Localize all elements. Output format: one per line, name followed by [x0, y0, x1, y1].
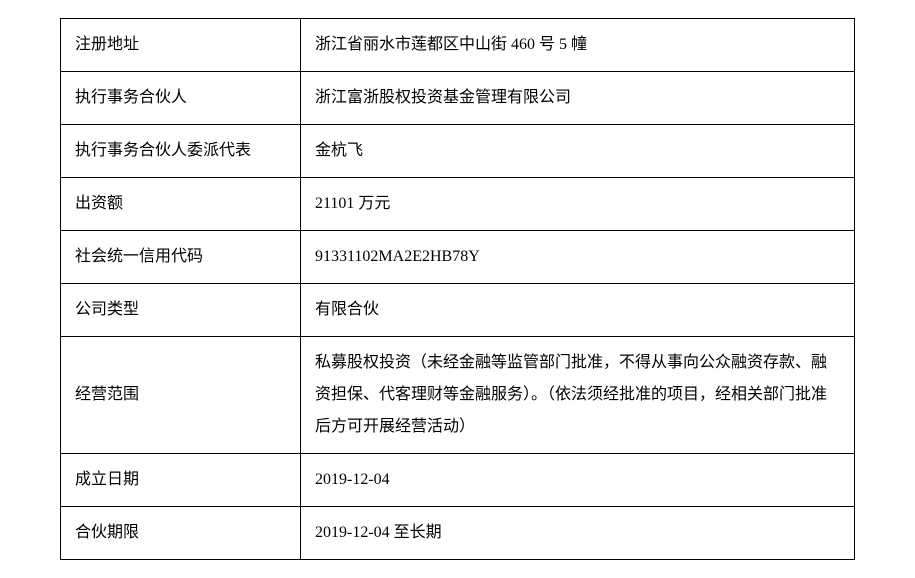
- row-value-establishment-date: 2019-12-04: [301, 454, 855, 507]
- table-row: 合伙期限 2019-12-04 至长期: [61, 507, 855, 560]
- row-label-establishment-date: 成立日期: [61, 454, 301, 507]
- table-row: 经营范围 私募股权投资（未经金融等监管部门批准，不得从事向公众融资存款、融资担保…: [61, 337, 855, 454]
- table-row: 执行事务合伙人委派代表 金杭飞: [61, 125, 855, 178]
- table-row: 成立日期 2019-12-04: [61, 454, 855, 507]
- table-row: 社会统一信用代码 91331102MA2E2HB78Y: [61, 231, 855, 284]
- row-value-partnership-term: 2019-12-04 至长期: [301, 507, 855, 560]
- row-label-contribution-amount: 出资额: [61, 178, 301, 231]
- table-row: 出资额 21101 万元: [61, 178, 855, 231]
- row-label-executive-partner: 执行事务合伙人: [61, 72, 301, 125]
- row-value-appointed-representative: 金杭飞: [301, 125, 855, 178]
- row-value-executive-partner: 浙江富浙股权投资基金管理有限公司: [301, 72, 855, 125]
- row-value-credit-code: 91331102MA2E2HB78Y: [301, 231, 855, 284]
- row-label-company-type: 公司类型: [61, 284, 301, 337]
- row-value-business-scope: 私募股权投资（未经金融等监管部门批准，不得从事向公众融资存款、融资担保、代客理财…: [301, 337, 855, 454]
- row-label-registered-address: 注册地址: [61, 19, 301, 72]
- row-value-contribution-amount: 21101 万元: [301, 178, 855, 231]
- company-info-table: 注册地址 浙江省丽水市莲都区中山街 460 号 5 幢 执行事务合伙人 浙江富浙…: [60, 18, 855, 560]
- table-row: 公司类型 有限合伙: [61, 284, 855, 337]
- row-label-appointed-representative: 执行事务合伙人委派代表: [61, 125, 301, 178]
- row-value-registered-address: 浙江省丽水市莲都区中山街 460 号 5 幢: [301, 19, 855, 72]
- row-label-partnership-term: 合伙期限: [61, 507, 301, 560]
- table-row: 执行事务合伙人 浙江富浙股权投资基金管理有限公司: [61, 72, 855, 125]
- row-label-credit-code: 社会统一信用代码: [61, 231, 301, 284]
- row-value-company-type: 有限合伙: [301, 284, 855, 337]
- row-label-business-scope: 经营范围: [61, 337, 301, 454]
- table-row: 注册地址 浙江省丽水市莲都区中山街 460 号 5 幢: [61, 19, 855, 72]
